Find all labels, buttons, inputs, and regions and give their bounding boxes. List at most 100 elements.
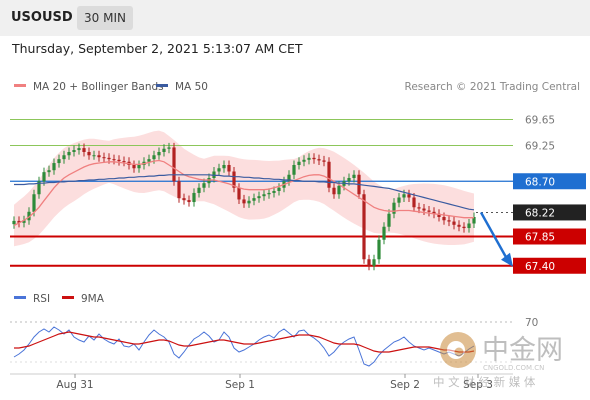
candle — [327, 161, 331, 188]
candle — [332, 187, 336, 195]
candle — [82, 148, 86, 152]
candle — [302, 159, 306, 162]
x-tick-label: Sep 2 — [390, 379, 420, 391]
candle — [272, 191, 276, 193]
candle — [402, 194, 406, 198]
candle — [467, 223, 471, 229]
candle — [192, 192, 196, 203]
candle — [17, 220, 21, 223]
level-label-68.70-bg — [513, 173, 586, 190]
candle — [377, 239, 381, 260]
candle — [12, 220, 16, 225]
candle — [337, 185, 341, 195]
candle — [122, 161, 126, 163]
candle — [292, 165, 296, 175]
level-label-67.40-bg — [513, 257, 586, 274]
rsi-legend-swatch — [14, 296, 26, 299]
candle — [267, 192, 271, 195]
level-label-68.22-bg — [513, 204, 586, 221]
ma50-legend-swatch — [156, 84, 168, 87]
rsi-line — [13, 326, 475, 367]
candle — [187, 200, 191, 203]
cngold-url: CNGOLD.COM.CN — [483, 364, 544, 372]
forecast-arrowhead — [501, 252, 513, 267]
rsi-panel: 70 Aug 31 Sep 1 Sep 2 Sep 3 — [10, 317, 538, 391]
candle — [212, 171, 216, 178]
candle — [397, 197, 401, 203]
candle — [347, 178, 351, 182]
candle — [237, 187, 241, 200]
candle — [297, 161, 301, 165]
rsi-level-label-70: 70 — [525, 317, 538, 329]
cngold-logo-dot — [454, 347, 464, 357]
candle — [112, 159, 116, 161]
candle — [387, 213, 391, 227]
candle — [472, 217, 476, 224]
candle — [277, 187, 281, 191]
candle — [102, 157, 106, 159]
candle — [62, 155, 66, 160]
candle — [117, 159, 121, 162]
forecast-arrow — [479, 211, 510, 262]
level-label-69.65: 69.65 — [525, 115, 555, 127]
candle — [47, 170, 51, 173]
level-label-67.40: 67.40 — [525, 261, 555, 273]
candle — [257, 196, 261, 199]
ma50-legend-label: MA 50 — [175, 81, 208, 93]
candle — [97, 155, 101, 158]
candle — [57, 159, 61, 164]
timeframe-button[interactable]: 30 MIN — [77, 6, 133, 30]
candle — [317, 159, 321, 161]
candle — [217, 168, 221, 172]
candle — [52, 163, 56, 171]
candle — [37, 181, 41, 195]
candle — [392, 202, 396, 214]
candle — [147, 159, 151, 162]
cngold-brand-text: 中金网 — [482, 335, 563, 366]
ma50-line — [14, 174, 475, 211]
x-tick-label: Aug 31 — [56, 379, 93, 391]
candle — [87, 152, 91, 156]
candle — [172, 147, 176, 182]
candle — [222, 165, 226, 169]
candle — [372, 259, 376, 266]
candle — [177, 181, 181, 199]
cngold-watermark: 中金网 CNGOLD.COM.CN 中 文 财 经 新 媒 体 — [433, 332, 563, 389]
candle — [42, 172, 46, 182]
level-label-69.25: 69.25 — [525, 141, 555, 153]
candle — [197, 187, 201, 193]
ma20-legend-label: MA 20 + Bollinger Bands — [33, 81, 164, 93]
symbol-label: USOUSD — [11, 10, 73, 25]
x-tick-label: Sep 3 — [463, 379, 493, 391]
timestamp: Thursday, September 2, 2021 5:13:07 AM C… — [12, 41, 303, 56]
candle — [407, 194, 411, 198]
candle — [457, 224, 461, 227]
top-bar: USOUSD 30 MIN — [0, 0, 590, 36]
candle — [107, 157, 111, 160]
candle — [32, 194, 36, 212]
candle — [137, 165, 141, 169]
candle — [412, 197, 416, 208]
ma20-line — [13, 159, 474, 227]
candle — [352, 174, 356, 178]
candle — [227, 165, 231, 172]
candle — [447, 220, 451, 222]
candle — [422, 208, 426, 211]
candle — [382, 226, 386, 240]
candle — [27, 211, 31, 221]
ma20-legend-swatch — [14, 84, 26, 87]
candle — [152, 155, 156, 160]
ma9-legend-swatch — [62, 296, 74, 299]
candle — [362, 194, 366, 260]
candle — [262, 194, 266, 197]
candle — [157, 152, 161, 156]
candle — [162, 148, 166, 152]
candle — [132, 165, 136, 169]
candle — [247, 200, 251, 204]
rsi-ma9-line — [14, 331, 475, 353]
candle — [462, 226, 466, 229]
candle — [437, 213, 441, 217]
candle — [92, 155, 96, 157]
candle — [322, 160, 326, 162]
